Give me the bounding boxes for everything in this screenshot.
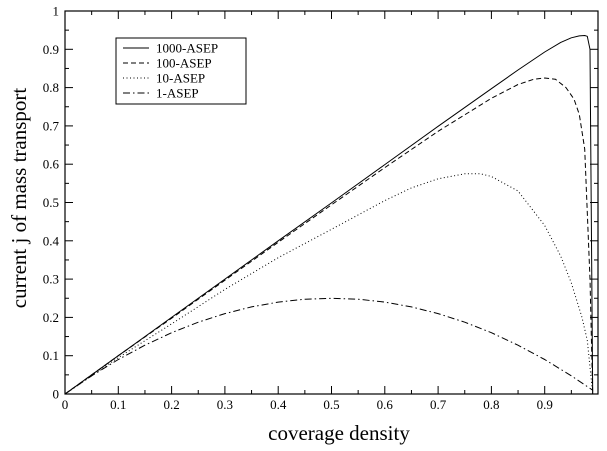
x-tick-label: 0.1: [110, 397, 126, 412]
x-tick-label: 0.6: [377, 397, 394, 412]
series-line-1-asep: [64, 297, 593, 395]
x-tick-label: 0.2: [163, 397, 179, 412]
y-tick-label: 0.5: [43, 195, 59, 210]
y-tick-label: 0.9: [43, 42, 59, 57]
y-tick-label: 0: [53, 387, 60, 402]
y-tick-label: 0.4: [43, 233, 60, 248]
x-tick-label: 0.4: [270, 397, 287, 412]
series-line-100-asep: [64, 77, 594, 395]
x-tick-label: 0.5: [323, 397, 339, 412]
series-line-1000-asep: [64, 35, 594, 395]
legend-label: 1-ASEP: [156, 86, 199, 101]
y-tick-label: 1: [53, 4, 60, 19]
axis-ticks: 0 0.1 0.2 0.3 0.4 0.5 0.6 0.7 0.8 0.9 0 0.1 0.2 0.3 0.…: [43, 4, 598, 412]
legend-label: 10-ASEP: [156, 71, 205, 86]
y-tick-label: 0.8: [43, 80, 59, 95]
y-tick-label: 0.6: [43, 157, 60, 172]
y-tick-label: 0.3: [43, 272, 59, 287]
y-axis-label: current j of mass transport: [7, 88, 31, 309]
y-tick-label: 0.1: [43, 348, 59, 363]
series-line-10-asep: [64, 173, 594, 395]
x-tick-label: 0: [62, 397, 69, 412]
x-tick-label: 0.7: [430, 397, 447, 412]
y-tick-label: 0.7: [43, 118, 60, 133]
x-tick-label: 0.9: [537, 397, 553, 412]
legend-label: 100-ASEP: [156, 56, 212, 71]
x-tick-label: 0.3: [217, 397, 233, 412]
y-tick-label: 0.2: [43, 310, 59, 325]
x-axis-label: coverage density: [268, 421, 410, 445]
series-lines: [64, 35, 594, 395]
legend-label: 1000-ASEP: [156, 41, 218, 56]
x-tick-label: 0.8: [483, 397, 499, 412]
